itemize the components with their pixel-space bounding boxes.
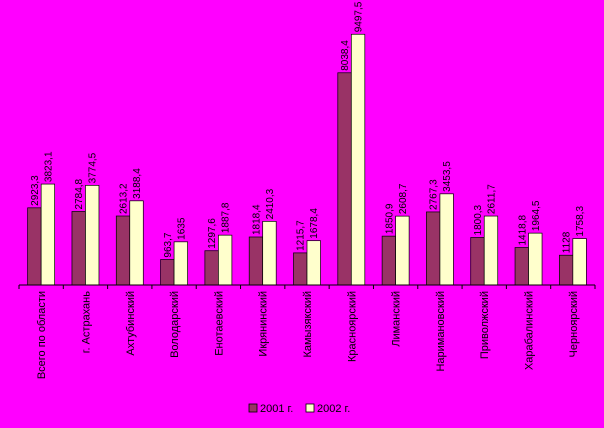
bar-2001	[204, 250, 219, 286]
bar-2001	[514, 247, 529, 286]
data-label: 3823,1	[43, 151, 54, 182]
data-label: 1758,3	[575, 206, 586, 237]
data-label: 963,7	[163, 232, 174, 257]
legend-swatch-2001	[248, 403, 258, 413]
category-label: г. Астрахань	[80, 291, 92, 353]
bar-2002	[350, 33, 366, 286]
data-label: 3774,5	[88, 152, 99, 183]
data-label: 2608,7	[398, 183, 409, 214]
data-label: 2767,3	[429, 179, 440, 210]
data-label: 3453,5	[442, 161, 453, 192]
data-label: 1850,9	[384, 203, 395, 234]
bar-2002	[129, 200, 144, 286]
category-label: Володарский	[169, 291, 181, 358]
data-label: 2923,3	[30, 175, 41, 206]
category-label: Ахтубинский	[125, 291, 137, 356]
category-label: Икрянинский	[258, 291, 270, 357]
data-label: 1418,8	[517, 215, 528, 246]
data-label: 2611,7	[486, 184, 497, 214]
bar-2002	[572, 238, 587, 286]
legend-label-2001: 2001 г.	[260, 403, 293, 415]
data-label: 1818,4	[251, 204, 262, 235]
bar-2001	[71, 211, 86, 286]
data-label: 2410,3	[265, 188, 276, 219]
data-label: 1297,6	[207, 218, 218, 249]
data-label: 9497,5	[354, 1, 365, 32]
bar-2001	[381, 235, 396, 286]
data-label: 1887,8	[221, 202, 232, 233]
category-label: Лиманский	[391, 291, 403, 347]
bar-2002	[439, 193, 454, 286]
data-label: 8038,4	[340, 40, 351, 71]
bar-2002	[173, 241, 188, 286]
bar-2002	[528, 232, 543, 286]
bar-2002	[218, 234, 233, 286]
category-label: Красноярский	[346, 291, 358, 362]
data-label: 1964,5	[531, 200, 542, 231]
bar-2001	[426, 211, 441, 286]
category-label: Харабалинский	[524, 291, 536, 370]
category-label: Енотаевский	[213, 291, 225, 356]
bar-2001	[558, 254, 574, 286]
legend-swatch-2002	[305, 403, 315, 413]
legend: 2001 г. 2002 г.	[248, 403, 350, 415]
data-label: 3188,4	[132, 168, 143, 199]
data-label: 1800,3	[473, 204, 484, 235]
x-ticks-layer	[18, 285, 596, 289]
data-label: 1678,4	[309, 208, 320, 239]
bar-2001	[115, 215, 131, 286]
data-label: 2613,2	[119, 183, 130, 214]
category-label: Камызякский	[302, 291, 314, 358]
data-label: 2784,8	[74, 178, 85, 209]
legend-label-2002: 2002 г.	[317, 403, 350, 415]
category-label: Приволжский	[479, 291, 491, 359]
data-label: 1215,7	[296, 220, 307, 251]
category-label: Наримановский	[435, 291, 447, 372]
bar-2002	[85, 185, 100, 286]
bar-2002	[483, 215, 499, 286]
data-label: 1635	[176, 217, 187, 240]
bar-2002	[262, 221, 277, 286]
bar-2001	[470, 237, 485, 286]
category-label: Всего по области	[36, 291, 48, 379]
bar-2001	[160, 259, 175, 286]
bar-2002	[40, 183, 56, 286]
bar-2001	[293, 252, 308, 286]
bar-2001	[248, 236, 264, 286]
bars-layer	[27, 33, 587, 286]
category-labels-layer: Всего по области г. Астрахань Ахтубинский В…	[36, 291, 580, 379]
bar-2002	[395, 215, 410, 286]
data-label: 1128	[562, 231, 573, 253]
category-label: Черноярский	[568, 291, 580, 357]
bar-2001	[337, 72, 352, 286]
bar-2001	[27, 207, 42, 286]
bar-2002	[306, 240, 321, 286]
